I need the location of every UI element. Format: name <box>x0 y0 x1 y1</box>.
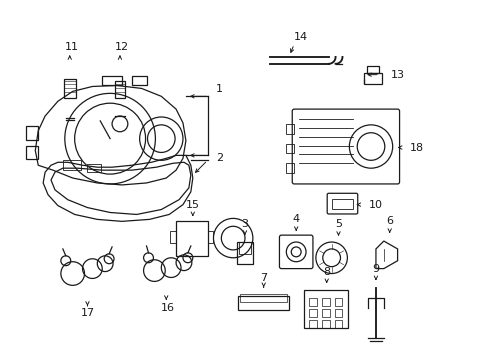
Bar <box>286 163 294 173</box>
Text: 14: 14 <box>293 32 307 42</box>
Bar <box>308 298 316 306</box>
Text: 12: 12 <box>115 42 129 52</box>
Bar <box>364 73 381 85</box>
Bar <box>308 309 316 317</box>
Text: 10: 10 <box>368 199 382 210</box>
Bar <box>207 231 213 243</box>
Bar <box>331 199 352 208</box>
Bar <box>237 242 252 264</box>
Bar <box>87 164 101 172</box>
Bar <box>304 290 347 328</box>
Bar <box>334 320 342 328</box>
Text: 16: 16 <box>161 303 175 313</box>
Text: 5: 5 <box>334 219 341 229</box>
Bar <box>308 320 316 328</box>
Text: 1: 1 <box>216 84 223 94</box>
Bar <box>321 320 329 328</box>
Bar <box>239 242 250 254</box>
Text: 13: 13 <box>390 69 404 80</box>
Bar <box>334 298 342 306</box>
Text: 8: 8 <box>323 266 329 276</box>
Text: 7: 7 <box>260 274 267 283</box>
Text: 18: 18 <box>409 143 424 153</box>
Text: 4: 4 <box>292 215 299 224</box>
Bar <box>321 298 329 306</box>
Bar <box>334 309 342 317</box>
Bar <box>115 81 124 98</box>
Bar <box>63 160 81 170</box>
Text: 9: 9 <box>372 264 379 274</box>
Bar <box>321 309 329 317</box>
Bar <box>238 296 289 310</box>
Text: 17: 17 <box>80 308 94 318</box>
Bar <box>240 294 287 302</box>
Bar <box>176 221 207 256</box>
Text: 2: 2 <box>215 153 223 163</box>
Bar <box>64 78 76 98</box>
Text: 6: 6 <box>386 216 392 226</box>
Bar <box>366 66 378 73</box>
Bar <box>286 124 294 134</box>
Text: 11: 11 <box>64 42 79 52</box>
Bar <box>286 144 294 153</box>
Bar <box>170 231 176 243</box>
Text: 15: 15 <box>185 199 200 210</box>
Text: 3: 3 <box>241 219 248 229</box>
